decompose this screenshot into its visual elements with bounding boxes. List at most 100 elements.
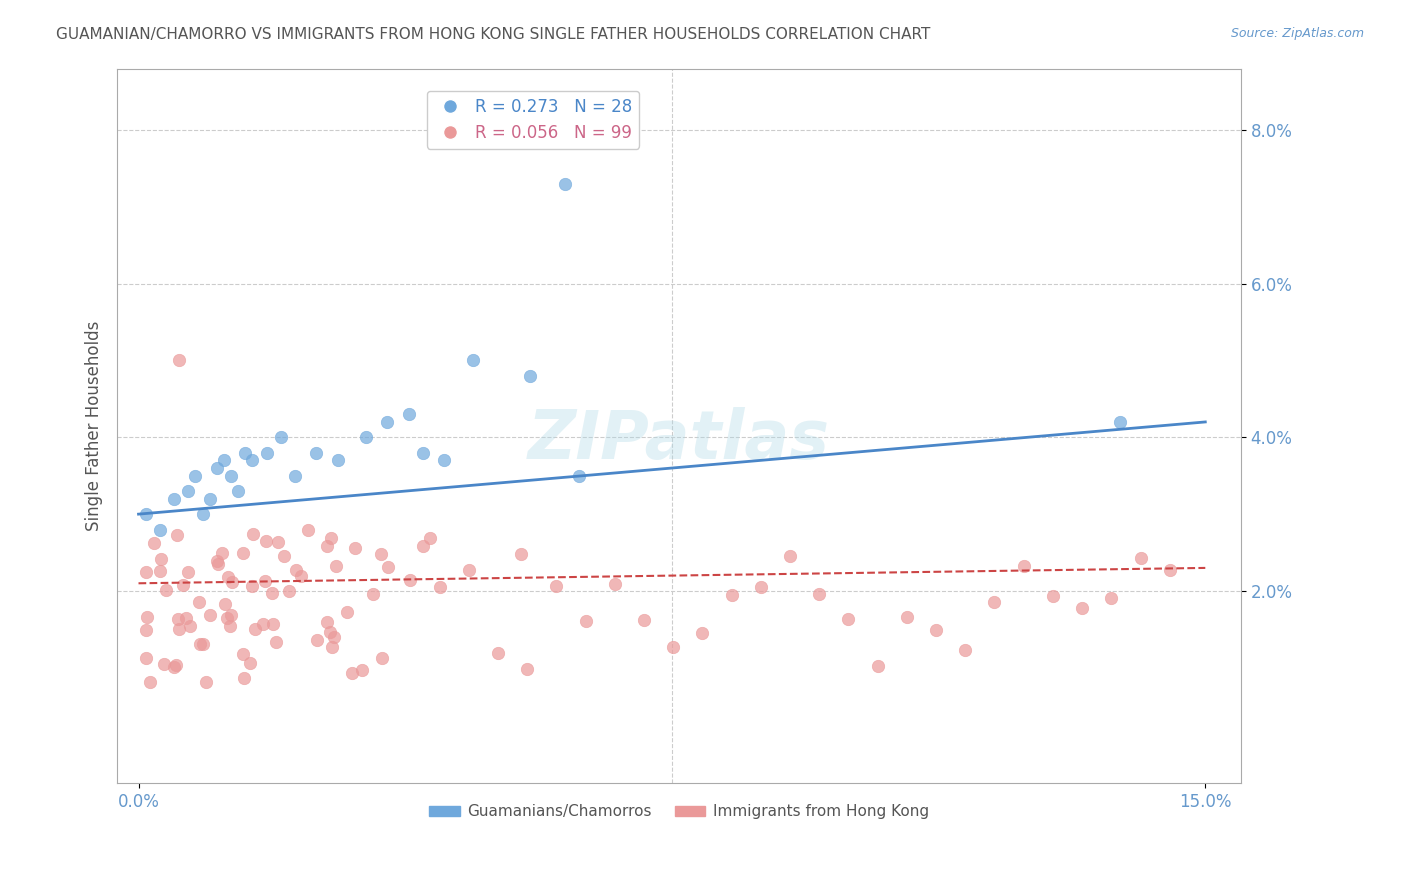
Guamanians/Chamorros bbox=[191, 507, 214, 521]
Immigrants from Hong Kong bbox=[139, 675, 162, 690]
Immigrants from Hong Kong bbox=[264, 635, 287, 649]
Immigrants from Hong Kong bbox=[399, 573, 422, 587]
Text: GUAMANIAN/CHAMORRO VS IMMIGRANTS FROM HONG KONG SINGLE FATHER HOUSEHOLDS CORRELA: GUAMANIAN/CHAMORRO VS IMMIGRANTS FROM HO… bbox=[56, 27, 931, 42]
Immigrants from Hong Kong bbox=[290, 569, 312, 583]
Immigrants from Hong Kong bbox=[245, 622, 267, 636]
Text: ZIPatlas: ZIPatlas bbox=[529, 407, 830, 473]
Guamanians/Chamorros bbox=[354, 430, 377, 444]
Immigrants from Hong Kong bbox=[162, 659, 184, 673]
Immigrants from Hong Kong bbox=[321, 640, 343, 654]
Immigrants from Hong Kong bbox=[1071, 601, 1094, 615]
Immigrants from Hong Kong bbox=[429, 580, 451, 594]
Immigrants from Hong Kong bbox=[174, 611, 197, 625]
Immigrants from Hong Kong bbox=[254, 534, 277, 549]
Guamanians/Chamorros bbox=[284, 468, 307, 483]
Immigrants from Hong Kong bbox=[211, 546, 233, 560]
Guamanians/Chamorros bbox=[184, 468, 207, 483]
Immigrants from Hong Kong bbox=[866, 659, 889, 673]
Immigrants from Hong Kong bbox=[179, 618, 201, 632]
Immigrants from Hong Kong bbox=[167, 622, 190, 636]
Immigrants from Hong Kong bbox=[510, 547, 533, 561]
Guamanians/Chamorros bbox=[377, 415, 399, 429]
Immigrants from Hong Kong bbox=[370, 650, 392, 665]
Guamanians/Chamorros bbox=[554, 177, 576, 191]
Immigrants from Hong Kong bbox=[486, 646, 509, 660]
Immigrants from Hong Kong bbox=[260, 586, 283, 600]
Guamanians/Chamorros bbox=[233, 445, 256, 459]
Immigrants from Hong Kong bbox=[315, 539, 337, 553]
Immigrants from Hong Kong bbox=[167, 353, 190, 368]
Immigrants from Hong Kong bbox=[352, 663, 374, 677]
Immigrants from Hong Kong bbox=[412, 539, 434, 553]
Guamanians/Chamorros bbox=[149, 523, 172, 537]
Guamanians/Chamorros bbox=[198, 491, 221, 506]
Immigrants from Hong Kong bbox=[165, 658, 187, 673]
Immigrants from Hong Kong bbox=[316, 615, 339, 630]
Immigrants from Hong Kong bbox=[720, 588, 742, 602]
Immigrants from Hong Kong bbox=[692, 626, 714, 640]
Immigrants from Hong Kong bbox=[188, 595, 211, 609]
Immigrants from Hong Kong bbox=[603, 577, 626, 591]
Immigrants from Hong Kong bbox=[232, 546, 254, 560]
Guamanians/Chamorros bbox=[412, 445, 434, 459]
Immigrants from Hong Kong bbox=[242, 526, 264, 541]
Immigrants from Hong Kong bbox=[983, 595, 1005, 609]
Immigrants from Hong Kong bbox=[370, 547, 392, 561]
Guamanians/Chamorros bbox=[461, 353, 484, 368]
Immigrants from Hong Kong bbox=[233, 671, 256, 685]
Immigrants from Hong Kong bbox=[267, 535, 290, 549]
Immigrants from Hong Kong bbox=[1129, 550, 1152, 565]
Immigrants from Hong Kong bbox=[361, 587, 384, 601]
Immigrants from Hong Kong bbox=[297, 523, 319, 537]
Immigrants from Hong Kong bbox=[214, 597, 236, 611]
Immigrants from Hong Kong bbox=[1012, 559, 1035, 574]
Immigrants from Hong Kong bbox=[662, 640, 685, 654]
Guamanians/Chamorros bbox=[177, 484, 200, 499]
Guamanians/Chamorros bbox=[398, 407, 420, 421]
Immigrants from Hong Kong bbox=[457, 563, 479, 577]
Y-axis label: Single Father Households: Single Father Households bbox=[86, 320, 103, 531]
Immigrants from Hong Kong bbox=[155, 582, 177, 597]
Immigrants from Hong Kong bbox=[419, 531, 441, 545]
Immigrants from Hong Kong bbox=[262, 616, 284, 631]
Guamanians/Chamorros bbox=[256, 445, 278, 459]
Legend: Guamanians/Chamorros, Immigrants from Hong Kong: Guamanians/Chamorros, Immigrants from Ho… bbox=[423, 798, 935, 825]
Immigrants from Hong Kong bbox=[136, 610, 159, 624]
Immigrants from Hong Kong bbox=[253, 574, 276, 589]
Guamanians/Chamorros bbox=[163, 491, 186, 506]
Guamanians/Chamorros bbox=[568, 468, 591, 483]
Guamanians/Chamorros bbox=[219, 468, 242, 483]
Immigrants from Hong Kong bbox=[194, 674, 217, 689]
Immigrants from Hong Kong bbox=[143, 535, 166, 549]
Immigrants from Hong Kong bbox=[166, 612, 188, 626]
Immigrants from Hong Kong bbox=[336, 605, 359, 619]
Guamanians/Chamorros bbox=[305, 445, 328, 459]
Immigrants from Hong Kong bbox=[219, 608, 242, 623]
Guamanians/Chamorros bbox=[205, 461, 228, 475]
Immigrants from Hong Kong bbox=[319, 531, 342, 545]
Immigrants from Hong Kong bbox=[1099, 591, 1122, 606]
Text: Source: ZipAtlas.com: Source: ZipAtlas.com bbox=[1230, 27, 1364, 40]
Immigrants from Hong Kong bbox=[172, 578, 194, 592]
Immigrants from Hong Kong bbox=[166, 528, 188, 542]
Guamanians/Chamorros bbox=[270, 430, 292, 444]
Guamanians/Chamorros bbox=[1109, 415, 1132, 429]
Immigrants from Hong Kong bbox=[219, 619, 242, 633]
Immigrants from Hong Kong bbox=[344, 541, 367, 556]
Guamanians/Chamorros bbox=[135, 507, 157, 521]
Immigrants from Hong Kong bbox=[749, 580, 772, 594]
Guamanians/Chamorros bbox=[326, 453, 349, 467]
Immigrants from Hong Kong bbox=[323, 630, 346, 644]
Immigrants from Hong Kong bbox=[377, 560, 399, 574]
Immigrants from Hong Kong bbox=[176, 565, 198, 579]
Immigrants from Hong Kong bbox=[305, 632, 328, 647]
Immigrants from Hong Kong bbox=[217, 569, 239, 583]
Immigrants from Hong Kong bbox=[1042, 589, 1064, 603]
Immigrants from Hong Kong bbox=[232, 647, 254, 661]
Guamanians/Chamorros bbox=[433, 453, 456, 467]
Immigrants from Hong Kong bbox=[207, 554, 229, 568]
Immigrants from Hong Kong bbox=[574, 614, 596, 628]
Immigrants from Hong Kong bbox=[252, 617, 274, 632]
Immigrants from Hong Kong bbox=[340, 666, 363, 681]
Immigrants from Hong Kong bbox=[955, 642, 977, 657]
